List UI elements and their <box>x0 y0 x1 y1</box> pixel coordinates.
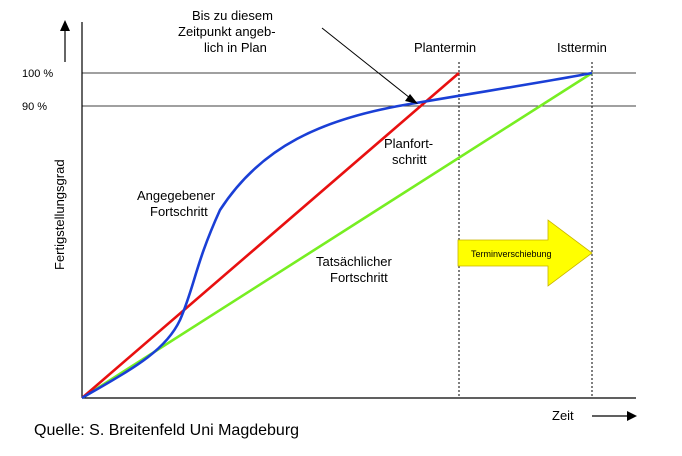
series-plan-line <box>81 72 460 399</box>
source-caption: Quelle: S. Breitenfeld Uni Magdeburg <box>34 422 300 439</box>
annotation-pointer <box>321 27 411 99</box>
series-angegebener-curve <box>81 71 593 400</box>
label-tatsaechlicher: Tatsächlicher Fortschritt <box>316 254 396 285</box>
terminverschiebung-arrow <box>457 219 593 287</box>
y-tick-90: 90 % <box>22 101 47 113</box>
x-direction-arrowhead <box>627 411 637 421</box>
x-axis-label: Zeit <box>552 408 574 423</box>
terminverschiebung-label: Terminverschiebung <box>471 249 552 259</box>
plantermin-label: Plantermin <box>414 40 476 55</box>
y-axis-label: Fertigstellungsgrad <box>52 159 67 270</box>
series-tatsaechlicher-line <box>81 71 593 400</box>
y-tick-100: 100 % <box>22 68 53 80</box>
y-direction-arrowhead <box>60 20 70 31</box>
label-angegebener: Angegebener Fortschritt <box>137 188 219 219</box>
annotation-text: Bis zu diesem Zeitpunkt angeb- lich in P… <box>178 8 279 55</box>
annotation-pointer-head <box>405 94 418 104</box>
isttermin-label: Isttermin <box>557 40 607 55</box>
label-planfortschritt: Planfort- schritt <box>384 136 437 167</box>
